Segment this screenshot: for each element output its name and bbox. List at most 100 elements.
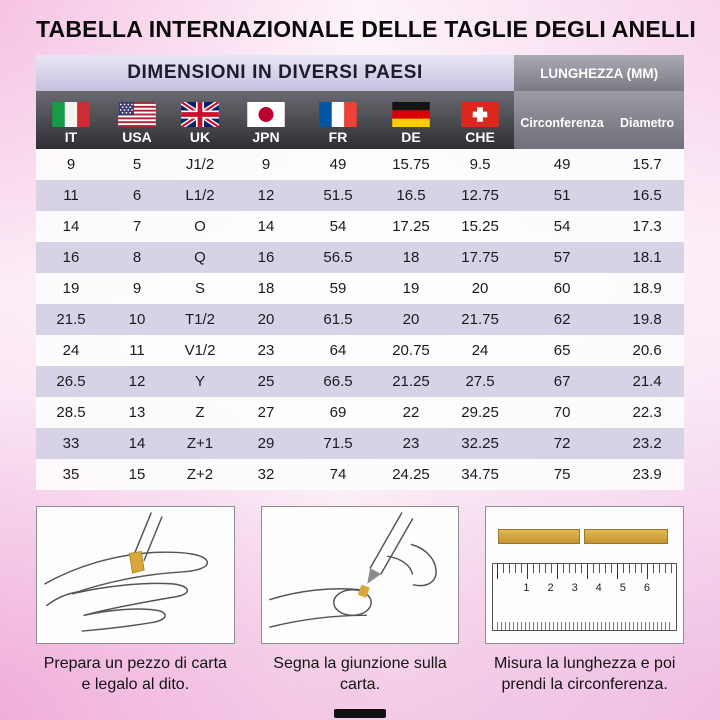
- size-row: 26.5 12 Y 25 66.5 21.25 27.5 67 21.4: [36, 366, 685, 397]
- size-cell: 67: [514, 366, 611, 397]
- japan-flag-icon: [247, 101, 285, 127]
- size-cell: 26.5: [36, 366, 106, 397]
- size-table-body: 9 5 J1/2 9 49 15.75 9.5 49 15.7 11 6 L1/2 12 51.5 16.5…: [36, 149, 685, 490]
- size-cell: 19: [36, 273, 106, 304]
- size-cell: 9.5: [446, 149, 515, 180]
- size-cell: 59: [300, 273, 376, 304]
- size-cell: 18.9: [610, 273, 685, 304]
- size-cell: 23.9: [610, 459, 685, 490]
- size-cell: 5: [106, 149, 168, 180]
- size-cell: 17.75: [446, 242, 515, 273]
- size-row: 33 14 Z+1 29 71.5 23 32.25 72 23.2: [36, 428, 685, 459]
- column-header-usa: USA: [106, 91, 168, 149]
- column-label-de: DE: [401, 128, 421, 145]
- size-cell: Q: [168, 242, 232, 273]
- size-cell: 24: [446, 335, 515, 366]
- size-row: 9 5 J1/2 9 49 15.75 9.5 49 15.7: [36, 149, 685, 180]
- group-header-row: DIMENSIONI IN DIVERSI PAESI LUNGHEZZA (M…: [36, 55, 685, 91]
- size-cell: 15: [106, 459, 168, 490]
- size-cell: 16: [232, 242, 300, 273]
- ruler-number: 3: [571, 582, 578, 594]
- size-cell: 16.5: [610, 180, 685, 211]
- size-cell: 9: [232, 149, 300, 180]
- instruction-step-3: 1 2 3 4 5 6 Misura la lunghezza e poi prendi …: [485, 506, 685, 696]
- page-title: TABELLA INTERNAZIONALE DELLE TAGLIE DEGL…: [36, 16, 696, 42]
- size-cell: 20.75: [376, 335, 446, 366]
- ruler-number: 6: [643, 582, 651, 594]
- length-group-header: LUNGHEZZA (MM): [514, 55, 685, 91]
- size-cell: 6: [106, 180, 168, 211]
- hand-with-paper-icon: [36, 506, 235, 644]
- size-cell: 24.25: [376, 459, 446, 490]
- size-cell: V1/2: [168, 335, 232, 366]
- size-cell: 17.3: [610, 211, 685, 242]
- size-cell: 27: [232, 397, 300, 428]
- size-cell: 8: [106, 242, 168, 273]
- ruler-ticks-bottom: [497, 622, 673, 630]
- usa-flag-icon: [118, 101, 156, 127]
- size-cell: 15.7: [610, 149, 685, 180]
- size-cell: 70: [514, 397, 611, 428]
- size-cell: 33: [36, 428, 106, 459]
- ruler-number: 4: [595, 582, 602, 594]
- size-cell: 25: [232, 366, 300, 397]
- size-row: 28.5 13 Z 27 69 22 29.25 70 22.3: [36, 397, 685, 428]
- instruction-caption-2: Segna la giunzione sulla carta.: [273, 655, 447, 693]
- column-label-usa: USA: [122, 128, 152, 145]
- size-cell: 54: [514, 211, 611, 242]
- size-cell: S: [168, 273, 232, 304]
- size-cell: 12: [232, 180, 300, 211]
- size-cell: 18: [376, 242, 446, 273]
- switzerland-flag-icon: [461, 101, 499, 127]
- size-cell: 27.5: [446, 366, 515, 397]
- size-cell: 32.25: [446, 428, 515, 459]
- size-cell: 12: [106, 366, 168, 397]
- france-flag-icon: [319, 101, 357, 127]
- size-cell: 20: [232, 304, 300, 335]
- column-header-jpn: JPN: [232, 91, 300, 149]
- size-cell: T1/2: [168, 304, 232, 335]
- size-cell: 22.3: [610, 397, 685, 428]
- size-cell: 34.75: [446, 459, 515, 490]
- column-header-de: DE: [376, 91, 446, 149]
- size-cell: 75: [514, 459, 611, 490]
- size-cell: 19: [376, 273, 446, 304]
- size-cell: 69: [300, 397, 376, 428]
- uk-flag-icon: [181, 101, 219, 127]
- italy-flag-icon: [52, 101, 90, 127]
- size-cell: 16: [36, 242, 106, 273]
- size-cell: Z+1: [168, 428, 232, 459]
- size-cell: 20.6: [610, 335, 685, 366]
- ruler-measure-icon: 1 2 3 4 5 6: [485, 506, 685, 644]
- size-cell: 15.25: [446, 211, 515, 242]
- size-cell: 14: [106, 428, 168, 459]
- size-row: 19 9 S 18 59 19 20 60 18.9: [36, 273, 685, 304]
- ruler-numbers: 1 2 3 4 5 6: [497, 582, 672, 594]
- size-cell: 12.75: [446, 180, 515, 211]
- size-cell: 35: [36, 459, 106, 490]
- size-cell: 19.8: [610, 304, 685, 335]
- column-header-che: CHE: [446, 91, 515, 149]
- size-cell: Z+2: [168, 459, 232, 490]
- column-header-fr: FR: [300, 91, 376, 149]
- size-cell: 24: [36, 335, 106, 366]
- size-cell: 74: [300, 459, 376, 490]
- size-cell: 21.5: [36, 304, 106, 335]
- bottom-mark: [334, 709, 386, 718]
- size-cell: 14: [36, 211, 106, 242]
- size-cell: 23: [232, 335, 300, 366]
- size-cell: 54: [300, 211, 376, 242]
- size-cell: 9: [36, 149, 106, 180]
- size-cell: 29.25: [446, 397, 515, 428]
- mark-junction-illustration: [268, 512, 437, 628]
- size-cell: 21.4: [610, 366, 685, 397]
- size-cell: 32: [232, 459, 300, 490]
- size-cell: 10: [106, 304, 168, 335]
- size-cell: 29: [232, 428, 300, 459]
- size-cell: 18.1: [610, 242, 685, 273]
- size-cell: 14: [232, 211, 300, 242]
- size-cell: 66.5: [300, 366, 376, 397]
- paper-strip-right: [584, 529, 669, 544]
- germany-flag-icon: [392, 101, 430, 127]
